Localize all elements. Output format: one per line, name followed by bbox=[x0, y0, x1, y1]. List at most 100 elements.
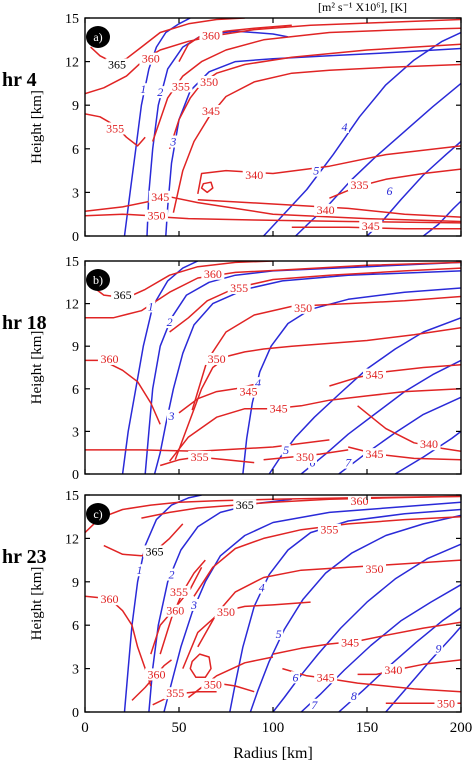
contour-label-bg bbox=[166, 409, 176, 422]
contour-label-bg bbox=[347, 179, 371, 192]
contour-label: 2 bbox=[167, 315, 173, 329]
contour-label-bg bbox=[314, 203, 338, 216]
contour-label: 5 bbox=[276, 627, 282, 641]
contour-label-bg bbox=[155, 86, 165, 99]
contour-label-bg bbox=[166, 568, 176, 581]
contour-label-bg bbox=[205, 352, 229, 365]
contour-label: 4 bbox=[341, 120, 347, 134]
theta-e-contour-340 bbox=[357, 659, 461, 676]
contour-label-bg bbox=[163, 604, 187, 617]
x-tick-label: 50 bbox=[172, 720, 187, 736]
contour-label: 355 bbox=[320, 523, 338, 537]
momentum-contour-6 bbox=[272, 543, 461, 712]
contour-label: 2 bbox=[168, 568, 174, 582]
momentum-contour-3 bbox=[165, 47, 461, 236]
contour-label: 3 bbox=[167, 409, 174, 423]
theta-e-contour-blob bbox=[200, 181, 214, 194]
y-tick-label: 9 bbox=[72, 340, 79, 355]
y-tick-label: 3 bbox=[72, 425, 79, 440]
momentum-contour-5 bbox=[249, 514, 461, 712]
contour-label-bg bbox=[169, 80, 193, 93]
theta-e-contour-350 bbox=[191, 295, 461, 411]
contour-label-bg bbox=[139, 52, 163, 65]
theta-e-contour-blob bbox=[189, 653, 212, 679]
momentum-contour-3 bbox=[153, 270, 461, 474]
contour-label-bg bbox=[188, 450, 212, 463]
contour-label-bg bbox=[199, 105, 223, 118]
y-tick-label: 9 bbox=[72, 99, 79, 114]
contour-label: 350 bbox=[296, 450, 314, 464]
contour-label-bg bbox=[281, 443, 291, 456]
y-tick-label: 12 bbox=[65, 532, 79, 547]
contour-label-bg bbox=[339, 121, 349, 133]
contour-label: 335 bbox=[350, 178, 368, 192]
y-tick-label: 12 bbox=[65, 298, 79, 313]
contour-label: 5 bbox=[283, 443, 289, 457]
contour-label: 340 bbox=[420, 437, 438, 451]
momentum-contour-5 bbox=[295, 82, 461, 236]
contour-label-bg bbox=[267, 402, 291, 415]
y-tick-label: 9 bbox=[72, 576, 79, 591]
y-axis-label: Height [km] bbox=[29, 331, 45, 405]
contour-label: 6 bbox=[387, 184, 393, 198]
contour-label-bg bbox=[163, 687, 187, 700]
contour-label: 345 bbox=[151, 190, 169, 204]
contour-label-bg bbox=[197, 75, 221, 88]
y-tick-label: 15 bbox=[65, 255, 79, 270]
contour-label-bg bbox=[338, 636, 362, 649]
theta-e-contour-360 bbox=[85, 261, 461, 319]
y-tick-label: 6 bbox=[72, 143, 79, 158]
contour-label-bg bbox=[201, 678, 225, 691]
contour-label-bg bbox=[417, 438, 441, 451]
theta-e-contour-355 bbox=[193, 515, 461, 597]
contour-label: 360 bbox=[147, 667, 165, 681]
contour-label: 365 bbox=[114, 288, 132, 302]
contour-label: 1 bbox=[140, 82, 146, 96]
momentum-contour-1 bbox=[123, 18, 191, 236]
contour-label-bg bbox=[311, 164, 321, 177]
x-tick-label: 200 bbox=[450, 720, 473, 736]
plot-area bbox=[85, 495, 461, 712]
theta-e-contour-350mid bbox=[174, 326, 461, 461]
contour-label: 1 bbox=[137, 563, 143, 577]
contour-label: 1 bbox=[148, 299, 154, 313]
contour-label-bg bbox=[138, 83, 148, 96]
panel-label: c) bbox=[93, 507, 102, 521]
contour-label-bg bbox=[97, 352, 121, 365]
theta-e-contour-365 bbox=[90, 261, 274, 299]
contour-label-bg bbox=[105, 58, 129, 71]
contour-label-bg bbox=[363, 562, 387, 575]
theta-e-contour-350low bbox=[85, 213, 461, 224]
theta-e-contour-345low bbox=[85, 196, 461, 223]
y-tick-label: 12 bbox=[65, 56, 79, 71]
theta-e-contour-365 bbox=[90, 18, 245, 63]
contour-label: 355 bbox=[191, 450, 209, 464]
contour-label: 360 bbox=[100, 352, 118, 366]
contour-label-bg bbox=[291, 301, 315, 314]
contour-label-bg bbox=[168, 135, 178, 148]
contour-label-bg bbox=[201, 267, 225, 280]
contour-label: 350 bbox=[204, 678, 222, 692]
contour-label: 345 bbox=[317, 670, 335, 684]
contour-label: 360 bbox=[204, 267, 222, 281]
contour-label: 6 bbox=[293, 670, 299, 684]
contour-label-bg bbox=[103, 122, 127, 135]
y-tick-label: 6 bbox=[72, 619, 79, 634]
time-label: hr 18 bbox=[2, 312, 47, 334]
plot-frame bbox=[84, 494, 462, 713]
contour-label: 355 bbox=[172, 79, 190, 93]
contour-label-bg bbox=[363, 448, 387, 461]
theta-e-contour-345low bbox=[282, 667, 461, 693]
momentum-contour-4 bbox=[263, 31, 461, 236]
contour-label: 340 bbox=[384, 663, 402, 677]
contour-label: 8 bbox=[351, 689, 357, 703]
contour-label: 365 bbox=[236, 498, 254, 512]
contour-label-bg bbox=[257, 581, 267, 594]
y-tick-label: 0 bbox=[72, 468, 79, 483]
contour-label-bg bbox=[434, 697, 458, 710]
x-tick-label: 150 bbox=[356, 720, 379, 736]
theta-e-contour-355 bbox=[169, 267, 461, 333]
contour-label: 345 bbox=[202, 104, 220, 118]
contour-label: 7 bbox=[311, 698, 318, 712]
momentum-contour-4 bbox=[242, 287, 461, 474]
